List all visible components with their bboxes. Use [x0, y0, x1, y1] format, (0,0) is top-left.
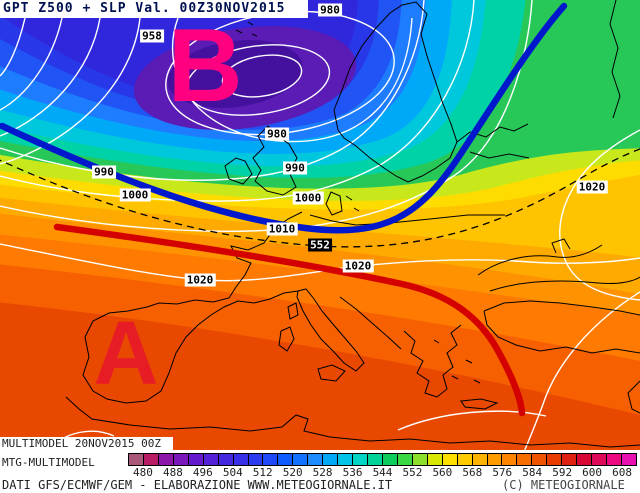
- colorbar-cell: [338, 454, 353, 465]
- colorbar-tick: 552: [402, 466, 423, 479]
- isobar-label-1020: 1020: [342, 259, 374, 273]
- isobar-label-980: 980: [265, 127, 289, 141]
- coastline-sicily: [317, 364, 346, 382]
- isobar-label-1010: 1010: [266, 222, 298, 236]
- colorbar-cell: [502, 454, 517, 465]
- colorbar-tick: 544: [372, 466, 393, 479]
- isobar-label-1000: 1000: [119, 188, 151, 202]
- colorbar-cell: [218, 454, 233, 465]
- colorbar-tick: 488: [162, 466, 183, 479]
- coastline-north-africa: [65, 380, 640, 448]
- colorbar-tick: 560: [432, 466, 453, 479]
- pressure-center-A: A: [93, 304, 159, 405]
- colorbar-cell: [382, 454, 397, 465]
- coastline-sardinia: [278, 326, 295, 352]
- coastline-britain: [252, 125, 298, 196]
- colorbar-cell: [233, 454, 248, 465]
- colorbar-cell: [203, 454, 218, 465]
- z500-field: [0, 0, 640, 455]
- coastline-islands-north: [235, 21, 258, 37]
- isobar-labels-layer: 980 958 980 990 990 1000 1000 1010 552 1020 1020 10…: [92, 3, 608, 287]
- colorbar-cell: [592, 454, 606, 465]
- isobar-label-990: 990: [283, 161, 307, 175]
- colorbar-tick: 584: [522, 466, 543, 479]
- colorbar-tick: 528: [312, 466, 333, 479]
- coastline-ireland: [224, 157, 253, 185]
- colorbar-tick: 600: [582, 466, 603, 479]
- colorbar-cell: [621, 454, 636, 465]
- isobar-label-990: 990: [92, 165, 116, 179]
- colorbar-cell: [457, 454, 472, 465]
- coastline-scandinavia: [333, 1, 458, 183]
- colorbar-cells: [128, 453, 637, 466]
- colorbar-cell: [293, 454, 308, 465]
- colorbar-cell: [427, 454, 442, 465]
- colorbar-cell: [607, 454, 621, 465]
- colorbar-tick: 536: [342, 466, 363, 479]
- colorbar-cell: [368, 454, 382, 465]
- colorbar-tick: 520: [282, 466, 303, 479]
- colorbar-tick: 576: [492, 466, 513, 479]
- coastlines: [65, 0, 640, 448]
- footer: MTG-MULTIMODEL 480 488 496 504 512 520 528 536 5…: [0, 450, 640, 493]
- isobar-label-958: 958: [140, 29, 164, 43]
- colorbar-cell: [308, 454, 323, 465]
- red-line: [53, 223, 526, 417]
- coastline-west-europe: [82, 211, 303, 404]
- pressure-center-B: B: [167, 7, 243, 124]
- isobar-label-1020: 1020: [184, 273, 216, 287]
- colorbar-cell: [188, 454, 203, 465]
- isobar-label-1000: 1000: [292, 191, 324, 205]
- colorbar-tick: 592: [552, 466, 573, 479]
- colorbar-cell: [278, 454, 293, 465]
- coastline-balkans-greece: [339, 296, 481, 398]
- colorbar-tick: 512: [252, 466, 273, 479]
- colorbar-tick: 608: [612, 466, 632, 479]
- coastline-italy: [296, 288, 365, 372]
- model-name-label: MTG-MULTIMODEL: [2, 456, 95, 469]
- colorbar-cell: [562, 454, 577, 465]
- colorbar-tick: 568: [462, 466, 483, 479]
- blue-line: [0, 2, 568, 234]
- coastline-turkey: [483, 300, 640, 354]
- colorbar-cell: [263, 454, 278, 465]
- credits-label: DATI GFS/ECMWF/GEM - ELABORAZIONE WWW.ME…: [2, 478, 393, 492]
- colorbar-cell: [472, 454, 487, 465]
- colorbar-cell: [442, 454, 457, 465]
- colorbar-tick: 480: [133, 466, 153, 479]
- colorbar-cell: [547, 454, 562, 465]
- colorbar-cell: [397, 454, 412, 465]
- map-title: GPT Z500 + SLP Val. 00Z30NOV2015: [0, 0, 308, 18]
- colorbar-cell: [532, 454, 547, 465]
- coastline-black-sea: [477, 238, 640, 292]
- colorbar-cell: [248, 454, 263, 465]
- coastline-denmark: [325, 191, 360, 216]
- colorbar-cell: [129, 454, 143, 465]
- colorbar-cell: [487, 454, 502, 465]
- colorbar-cell: [412, 454, 427, 465]
- coastline-baltic-finland: [456, 0, 621, 159]
- isobar-label-552: 552: [308, 238, 332, 252]
- isobar-label-980: 980: [318, 3, 342, 17]
- z500-552-contour: [0, 148, 640, 248]
- colorbar-cell: [577, 454, 592, 465]
- map-canvas: [0, 0, 640, 455]
- colorbar-cell: [143, 454, 158, 465]
- colorbar-cell: [173, 454, 188, 465]
- coastline-corsica: [287, 302, 299, 320]
- colorbar-cell: [323, 454, 338, 465]
- isobar-label-1020: 1020: [576, 180, 608, 194]
- colorbar-ticks: 480 488 496 504 512 520 528 536 544 552 560 568 576 5…: [128, 466, 637, 479]
- model-run-label: MULTIMODEL 20NOV2015 00Z: [0, 437, 173, 451]
- coastline-crete: [460, 398, 499, 410]
- colorbar-tick: 496: [192, 466, 213, 479]
- copyright-label: (C) METEOGIORNALE: [502, 478, 625, 492]
- colorbar-tick: 504: [222, 466, 243, 479]
- colorbar-cell: [353, 454, 367, 465]
- colorbar-cell: [517, 454, 532, 465]
- colorbar-cell: [158, 454, 173, 465]
